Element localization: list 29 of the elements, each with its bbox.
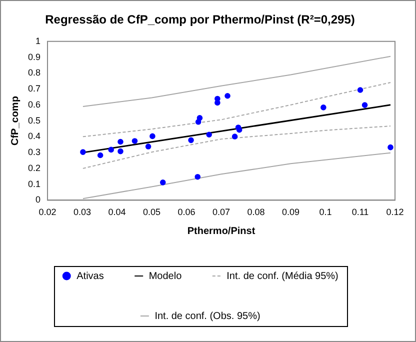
x-tick-label: 0.07: [212, 207, 230, 218]
x-tick-label: 0.09: [282, 207, 300, 218]
x-tick-label: 0.08: [247, 207, 265, 218]
legend-label: Int. de conf. (Obs. 95%): [154, 310, 260, 322]
y-axis-title: CfP_comp: [10, 96, 21, 146]
y-tick-label: 0.4: [28, 131, 41, 142]
y-tick-label: 0.1: [28, 178, 41, 189]
x-tick-label: 0.12: [386, 207, 404, 218]
y-tick-label: 0.5: [28, 115, 41, 126]
y-tick-label: 0.3: [28, 147, 41, 158]
legend-label: Ativas: [76, 270, 104, 282]
y-tick-label: 1: [35, 36, 41, 46]
y-tick-label: 0.6: [28, 99, 41, 110]
y-tick-label: 0.7: [28, 84, 41, 94]
x-tick-label: 0.05: [142, 207, 161, 218]
x-tick-label: 0.11: [352, 207, 369, 218]
y-tick-label: 0: [35, 194, 41, 205]
chart-title: Regressão de CfP_comp por Pthermo/Pinst (R²=0,295): [45, 12, 355, 27]
y-tick-label: 0.9: [28, 52, 41, 62]
y-tick-label: 0.2: [28, 162, 41, 173]
legend-label: Int. de conf. (Média 95%): [226, 270, 338, 282]
x-tick-label: 0.02: [38, 207, 56, 218]
x-tick-label: 0.03: [73, 207, 92, 218]
x-tick-label: 0.06: [178, 207, 196, 218]
legend-label: Modelo: [148, 270, 182, 282]
x-tick-label: 0.04: [108, 207, 126, 218]
x-axis-title: Pthermo/Pinst: [187, 226, 256, 237]
x-tick-label: 0.1: [319, 207, 332, 218]
y-tick-label: 0.8: [28, 68, 41, 78]
